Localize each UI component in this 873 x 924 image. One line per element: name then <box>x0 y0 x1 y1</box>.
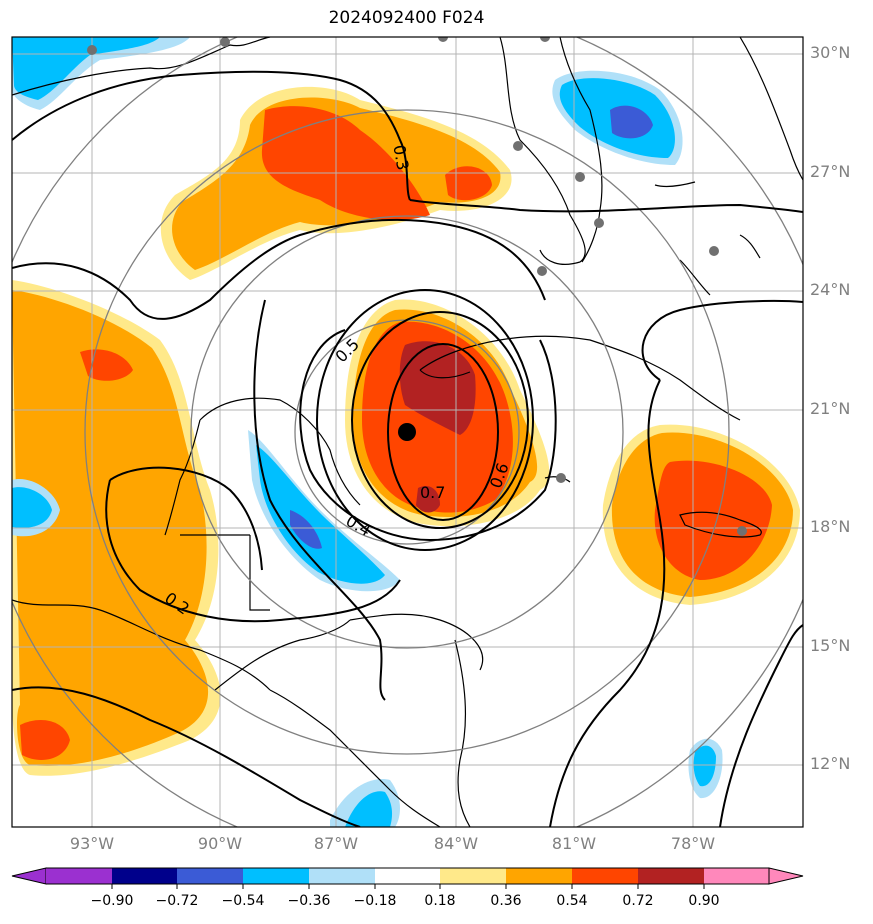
shade-east-red <box>654 460 772 580</box>
shade-center-darkred-2 <box>416 485 440 513</box>
shade-blue-south-core <box>345 791 393 827</box>
colorbar-tick-label: −0.72 <box>155 893 199 909</box>
shade-center-darkred <box>399 341 476 435</box>
lat-label: 18°N <box>810 517 851 536</box>
colorbar <box>11 867 804 889</box>
shade-blue-se-core <box>693 745 716 787</box>
contour-label-07: 0.7 <box>420 483 445 502</box>
colorbar-segment <box>440 868 506 884</box>
colorbar-segment <box>243 868 309 884</box>
lon-label: 81°W <box>551 834 597 853</box>
lat-label: 24°N <box>810 280 851 299</box>
shade-red-gulf-2 <box>445 166 492 201</box>
colorbar-tick-label: 0.72 <box>622 893 654 909</box>
colorbar-tick-label: 0.18 <box>424 893 456 909</box>
colorbar-tick-label: 0.54 <box>556 893 588 909</box>
colorbar-segment <box>704 868 769 884</box>
lon-label: 93°W <box>69 834 115 853</box>
lat-label: 21°N <box>810 399 851 418</box>
contour-label-03: 0.3 <box>389 143 412 171</box>
colorbar-tick-label: −0.36 <box>287 893 331 909</box>
shade-red-sw <box>20 720 70 760</box>
shade-blue-ne-deep <box>610 105 653 139</box>
lon-label: 90°W <box>197 834 243 853</box>
colorbar-tick-label: 0.36 <box>490 893 522 909</box>
lat-label: 15°N <box>810 636 851 655</box>
colorbar-segment <box>309 868 375 884</box>
colorbar-segment <box>506 868 572 884</box>
map-frame <box>11 36 804 828</box>
shade-blue-yucatan-deep <box>290 510 322 549</box>
station-markers <box>87 37 747 536</box>
contours <box>12 70 803 827</box>
colorbar-tick-label: 0.90 <box>688 893 720 909</box>
shade-blue-yucatan <box>248 430 400 592</box>
lon-label: 84°W <box>433 834 479 853</box>
colorbar-segment <box>177 868 243 884</box>
storm-center-marker <box>398 423 416 441</box>
colorbar-segment <box>46 868 112 884</box>
colorbar-segment <box>638 868 704 884</box>
colorbar-extend-left <box>11 867 47 885</box>
colorbar-segment <box>572 868 638 884</box>
lat-label: 12°N <box>810 754 851 773</box>
map-title: 2024092400 F024 <box>328 8 485 28</box>
lat-label: 27°N <box>810 162 851 181</box>
colorbar-segment <box>112 868 177 884</box>
map-panel: 0.3 0.5 0.6 0.7 0.4 0.2 <box>11 36 804 828</box>
colorbar-tick-label: −0.54 <box>221 893 265 909</box>
lon-label: 78°W <box>670 834 716 853</box>
lon-label: 87°W <box>313 834 359 853</box>
colorbar-segment <box>375 868 440 884</box>
shade-red-gulf <box>261 106 430 220</box>
shade-blue-west-core <box>12 487 52 528</box>
shade-blue-yucatan-core <box>256 445 385 584</box>
graticule <box>12 37 803 827</box>
colorbar-tick-label: −0.90 <box>90 893 134 909</box>
colorbar-tick-label: −0.18 <box>353 893 397 909</box>
lat-label: 30°N <box>810 43 851 62</box>
colorbar-extend-right <box>768 867 804 885</box>
coastlines <box>12 37 803 827</box>
